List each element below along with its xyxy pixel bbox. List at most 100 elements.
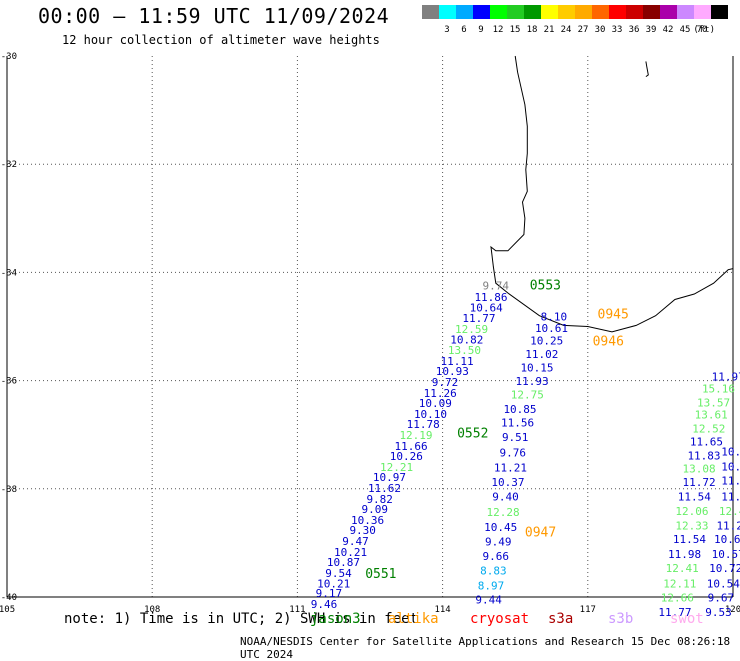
colorbar-label: 36 xyxy=(629,25,640,35)
swh-value: 12.52 xyxy=(692,423,725,436)
swh-value: 11.78 xyxy=(407,418,440,431)
swh-value: 10.26 xyxy=(390,450,423,463)
pass-time-label: 0947 xyxy=(525,525,556,540)
colorbar-label: 27 xyxy=(578,25,589,35)
colorbar-swatch xyxy=(473,5,490,19)
colorbar-swatch xyxy=(439,5,456,19)
swh-value: 12.11 xyxy=(663,577,696,590)
swh-value: 12.28 xyxy=(487,506,520,519)
colorbar-swatch xyxy=(694,5,711,19)
swh-value: 10.15 xyxy=(520,361,553,374)
swh-value: 11.11 xyxy=(441,355,474,368)
pass-time-labels: 0553 0945 0946 0552 0947 0551 xyxy=(365,279,629,582)
colorbar-swatch xyxy=(575,5,592,19)
swh-value: 11.66 xyxy=(395,440,428,453)
swh-value: 10.61 xyxy=(714,533,740,546)
footer-note: note: 1) Time is in UTC; 2) SWH is in fe… xyxy=(64,611,418,627)
swh-value: 10.82 xyxy=(450,333,483,346)
swh-value: 11.77 xyxy=(462,312,495,325)
swh-value: 11.77 xyxy=(658,606,691,619)
graticule xyxy=(7,56,733,597)
swh-value: 13.08 xyxy=(683,463,716,476)
legend-jason3: jason3 xyxy=(310,611,361,627)
color-legend-bar: 3 6 9 12 15 18 21 24 27 30 33 36 39 42 45 70(ft) xyxy=(422,5,728,35)
swh-value: 10.54 xyxy=(707,577,740,590)
swh-value: 11.54 xyxy=(678,491,711,504)
swh-value: 12.48 xyxy=(719,505,740,518)
longitude-label: 117 xyxy=(580,605,596,615)
swh-value: 11.62 xyxy=(368,482,401,495)
swh-value: 11.26 xyxy=(424,387,457,400)
swh-value: 10.97 xyxy=(373,471,406,484)
swh-value: 10.45 xyxy=(484,521,517,534)
colorbar-swatch xyxy=(660,5,677,19)
latitude-label: -34 xyxy=(1,268,17,278)
pass-time-label: 0946 xyxy=(593,334,624,349)
latitude-label: -38 xyxy=(1,485,17,495)
colorbar-swatch xyxy=(422,5,439,19)
map-title: 00:00 – 11:59 UTC 11/09/2024 xyxy=(38,4,390,28)
footer-credit: NOAA/NESDIS Center for Satellite Applica… xyxy=(240,635,731,661)
colorbar-swatch xyxy=(626,5,643,19)
swh-value: 9.46 xyxy=(311,598,338,611)
swh-value: 11.93 xyxy=(516,375,549,388)
colorbar-swatch xyxy=(507,5,524,19)
colorbar-swatch xyxy=(592,5,609,19)
swh-value: 11.02 xyxy=(525,348,558,361)
longitude-label: 105 xyxy=(0,605,15,615)
colorbar-label: 6 xyxy=(461,25,466,35)
swh-value: 9.17 xyxy=(316,587,343,600)
swh-value: 12.06 xyxy=(675,505,708,518)
map-subtitle: 12 hour collection of altimeter wave hei… xyxy=(62,33,380,47)
latitude-label: -36 xyxy=(1,377,17,387)
swh-value: 12.66 xyxy=(661,591,694,604)
swh-value: 11.65 xyxy=(690,436,723,449)
footer-note-text: note: 1) Time is in UTC; 2) SWH is in fe… xyxy=(64,611,419,627)
swh-value: 10.59 xyxy=(721,445,740,458)
swh-value: 11.98 xyxy=(668,548,701,561)
swh-value: 8.10 xyxy=(541,311,568,324)
swh-value: 10.85 xyxy=(503,403,536,416)
colorbar-label: 33 xyxy=(612,25,623,35)
longitude-label: 111 xyxy=(289,605,305,615)
colorbar-swatch xyxy=(558,5,575,19)
colorbar-swatch xyxy=(524,5,541,19)
swh-value: 10.87 xyxy=(327,556,360,569)
coastline xyxy=(490,55,734,333)
colorbar-label: 45 xyxy=(680,25,691,35)
swh-value: 9.49 xyxy=(485,536,512,549)
legend-altika: altika xyxy=(388,611,439,627)
colorbar-swatch xyxy=(490,5,507,19)
longitude-label: 108 xyxy=(144,605,160,615)
longitude-label: 114 xyxy=(434,605,450,615)
swh-value: 9.44 xyxy=(475,594,502,607)
swh-value: 9.30 xyxy=(349,524,376,537)
swh-value: 9.67 xyxy=(708,591,735,604)
swh-value: 9.47 xyxy=(342,535,369,548)
colorbar-swatch xyxy=(541,5,558,19)
colorbar-label: 24 xyxy=(561,25,572,35)
colorbar-label: 70 xyxy=(697,25,708,35)
swh-value: 11.21 xyxy=(494,462,527,475)
swh-value: 9.74 xyxy=(483,280,510,293)
longitude-label: 120 xyxy=(725,605,740,615)
swh-value: 11.70 xyxy=(721,475,740,488)
swh-value: 10.93 xyxy=(436,365,469,378)
swh-value: 12.19 xyxy=(399,429,432,442)
swh-value: 9.72 xyxy=(432,376,459,389)
swh-value: 13.57 xyxy=(697,397,730,410)
swh-value: 13.61 xyxy=(695,409,728,422)
colorbar-label: 15 xyxy=(510,25,521,35)
swh-value: 10.21 xyxy=(317,577,350,590)
swh-value: 8.83 xyxy=(480,564,507,577)
latitude-label: -40 xyxy=(1,593,17,603)
pass-time-label: 0551 xyxy=(365,567,396,582)
swh-value: 8.97 xyxy=(478,579,505,592)
swh-value: 11.83 xyxy=(687,450,720,463)
pass-time-label: 0552 xyxy=(457,426,488,441)
swh-value: 11.86 xyxy=(474,291,507,304)
pass-time-label: 0553 xyxy=(530,279,561,294)
swh-values: 9.7411.8610.6411.7712.5910.8213.5011.111… xyxy=(311,280,740,619)
swh-value: 11.72 xyxy=(683,476,716,489)
